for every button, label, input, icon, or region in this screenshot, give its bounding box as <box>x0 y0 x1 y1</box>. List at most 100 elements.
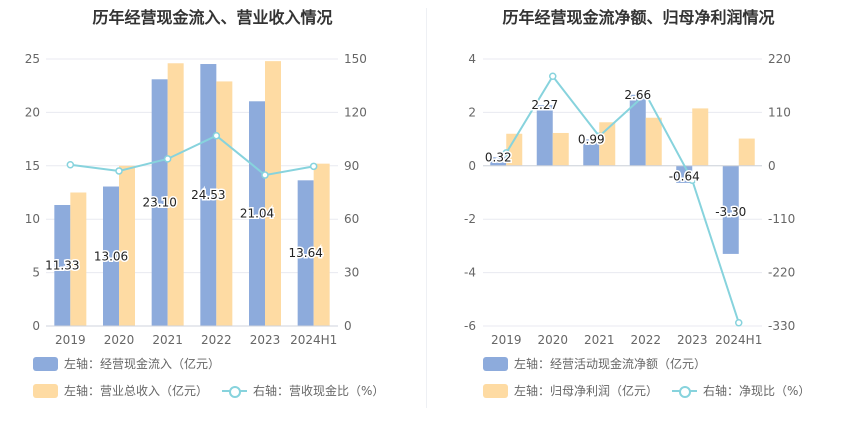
data-label: 0.99 <box>578 132 605 146</box>
x-tick-label: 2020 <box>537 333 568 347</box>
legend-label: 左轴：经营活动现金流净额（亿元） <box>514 357 707 371</box>
legend-item[interactable]: 右轴：营收现金比（%） <box>222 382 384 399</box>
bar-primary <box>54 204 71 326</box>
legend-item[interactable]: 左轴：归母净利润（亿元） <box>483 382 658 399</box>
ratio-point <box>212 131 221 140</box>
x-tick-label: 2022 <box>201 333 232 347</box>
legend-row: 左轴：经营现金流入（亿元） <box>33 355 234 372</box>
chart-title: 历年经营现金流入、营业收入情况 <box>92 8 333 27</box>
legend-swatch-bar-primary <box>483 356 508 371</box>
ratio-point <box>642 90 650 98</box>
x-tick-label: 2023 <box>677 333 708 347</box>
bar-secondary <box>265 61 281 327</box>
bar-primary <box>536 105 553 166</box>
bar-secondary <box>216 81 233 326</box>
data-label: 11.33 <box>45 258 79 272</box>
y-left-tick-label: 2 <box>468 105 476 119</box>
ratio-point <box>688 176 696 185</box>
chart-title: 历年经营现金流净额、归母净利润情况 <box>502 8 775 27</box>
legend-swatch-line <box>222 384 248 398</box>
bar-secondary <box>692 108 709 166</box>
legend-item[interactable]: 左轴：营业总收入（亿元） <box>33 382 208 399</box>
data-label: -3.30 <box>715 205 746 219</box>
y-right-tick-label: 120 <box>344 105 367 119</box>
bar-primary <box>200 64 217 327</box>
x-tick-label: 2024H1 <box>715 333 762 347</box>
data-label: 23.10 <box>142 196 176 210</box>
legend-swatch-bar-secondary <box>483 383 508 398</box>
ratio-point <box>735 318 743 327</box>
bar-primary <box>583 139 600 166</box>
bar-primary <box>151 79 168 327</box>
ratio-line <box>70 134 314 177</box>
legend-item[interactable]: 右轴：净现比（%） <box>672 382 810 399</box>
data-label: 13.06 <box>94 249 128 263</box>
ratio-point <box>502 149 510 157</box>
bar-primary <box>103 186 119 326</box>
legend-label: 右轴：营收现金比（%） <box>253 384 385 398</box>
bar-primary <box>676 165 693 183</box>
bar-secondary <box>313 163 330 326</box>
ratio-point <box>261 171 269 179</box>
legend-label: 左轴：营业总收入（亿元） <box>64 384 209 398</box>
ratio-point <box>66 160 75 169</box>
bar-primary <box>297 180 314 326</box>
x-tick-label: 2022 <box>630 333 661 347</box>
legend-swatch-bar-primary <box>33 356 58 371</box>
bar-primary <box>249 101 265 326</box>
data-label: 2.27 <box>531 98 558 112</box>
y-right-tick-label: 0 <box>768 159 776 173</box>
data-label: 24.53 <box>191 188 225 202</box>
y-right-tick-label: 90 <box>344 159 359 173</box>
legend-item[interactable]: 左轴：经营活动现金流净额（亿元） <box>483 355 706 372</box>
legend-row: 左轴：营业总收入（亿元） 右轴：营收现金比（%） <box>33 382 398 399</box>
y-left-tick-label: 20 <box>25 105 40 119</box>
legend-label: 左轴：归母净利润（亿元） <box>514 384 659 398</box>
y-left-tick-label: 4 <box>468 52 476 66</box>
bar-secondary <box>506 133 523 166</box>
y-left-tick-label: 10 <box>25 212 40 226</box>
y-left-tick-label: -2 <box>464 212 476 226</box>
panel-divider <box>426 8 427 408</box>
bar-primary <box>629 94 646 166</box>
x-tick-label: 2023 <box>250 333 281 347</box>
legend-swatch-bar-secondary <box>33 383 58 398</box>
ratio-point <box>163 155 172 163</box>
x-tick-label: 2020 <box>104 333 135 347</box>
y-right-tick-label: 30 <box>344 266 359 280</box>
bar-primary <box>722 165 739 254</box>
x-tick-label: 2021 <box>152 333 183 347</box>
y-left-tick-label: 0 <box>32 319 40 333</box>
legend-label: 左轴：经营现金流入（亿元） <box>64 357 221 371</box>
bar-secondary <box>645 117 662 166</box>
y-right-tick-label: -220 <box>768 266 795 280</box>
y-right-tick-label: 0 <box>344 319 352 333</box>
y-right-tick-label: 60 <box>344 212 359 226</box>
ratio-point <box>309 162 318 171</box>
legend-label: 右轴：净现比（%） <box>703 384 811 398</box>
y-right-tick-label: -110 <box>768 212 795 226</box>
legend-row: 左轴：归母净利润（亿元） 右轴：净现比（%） <box>483 382 824 399</box>
bar-secondary <box>119 165 135 326</box>
data-label: 0.32 <box>485 150 512 164</box>
legend-item[interactable]: 左轴：经营现金流入（亿元） <box>33 355 220 372</box>
bar-secondary <box>167 63 184 326</box>
chart-plot: 0 5 10 15 20 25 0 30 60 90 120 150 2019 2020 2021 2022 2… <box>25 52 367 347</box>
x-tick-label: 2019 <box>491 333 522 347</box>
legend-row: 左轴：经营活动现金流净额（亿元） <box>483 355 720 372</box>
bar-secondary <box>70 192 87 326</box>
legend-swatch-line <box>672 384 698 398</box>
y-left-tick-label: 5 <box>32 266 40 280</box>
data-label: 2.66 <box>624 88 651 102</box>
x-tick-label: 2024H1 <box>290 333 337 347</box>
data-label: -0.64 <box>669 169 700 183</box>
ratio-point <box>549 72 557 80</box>
bar-secondary <box>552 132 569 166</box>
y-right-tick-label: 150 <box>344 52 367 66</box>
y-left-tick-label: 15 <box>25 159 40 173</box>
bar-secondary <box>738 138 755 166</box>
chart-panel-right: 历年经营现金流净额、归母净利润情况 -6 -4 -2 0 2 4 -330 -220 -110 0… <box>427 0 850 437</box>
y-left-tick-label: -6 <box>464 319 476 333</box>
y-left-tick-label: 25 <box>25 52 40 66</box>
chart-plot: -6 -4 -2 0 2 4 -330 -220 -110 0 110 220 2019 2020 2021… <box>464 52 795 347</box>
